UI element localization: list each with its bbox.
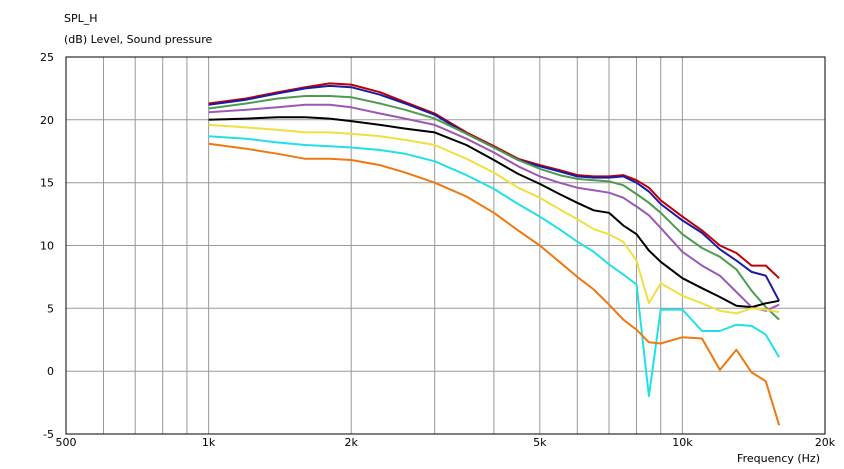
x-tick-label: 2k — [345, 436, 359, 449]
series-line-7 — [208, 135, 780, 398]
y-tick-label: 0 — [47, 365, 54, 378]
series-line-3 — [208, 95, 780, 321]
x-tick-label: 5k — [533, 436, 547, 449]
x-axis-label: Frequency (Hz) — [737, 452, 820, 465]
series-line-2 — [208, 84, 780, 302]
x-tick-labels: 500 1k 2k 5k 10k 20k — [56, 436, 836, 449]
chart-title: SPL_H — [64, 12, 98, 25]
y-tick-label: 25 — [40, 51, 54, 64]
y-tick-label: 15 — [40, 177, 54, 190]
y-tick-label: 20 — [40, 114, 54, 127]
x-tick-label: 10k — [672, 436, 693, 449]
series-line-6 — [208, 123, 780, 315]
y-tick-label: 10 — [40, 240, 54, 253]
plot-frame — [65, 56, 826, 435]
series-line-1 — [208, 82, 780, 279]
y-tick-label: -5 — [43, 428, 54, 441]
series-line-8 — [208, 142, 781, 426]
y-axis-label: (dB) Level, Sound pressure — [64, 33, 213, 46]
y-tick-labels: 25 20 15 10 5 0 -5 — [40, 51, 54, 441]
series-group — [208, 82, 781, 426]
series-line-4 — [208, 103, 780, 312]
grid-lines — [66, 57, 825, 434]
x-tick-label: 500 — [56, 436, 77, 449]
x-tick-label: 1k — [202, 436, 216, 449]
series-line-5 — [208, 116, 780, 309]
x-tick-label: 20k — [815, 436, 836, 449]
y-tick-label: 5 — [47, 302, 54, 315]
